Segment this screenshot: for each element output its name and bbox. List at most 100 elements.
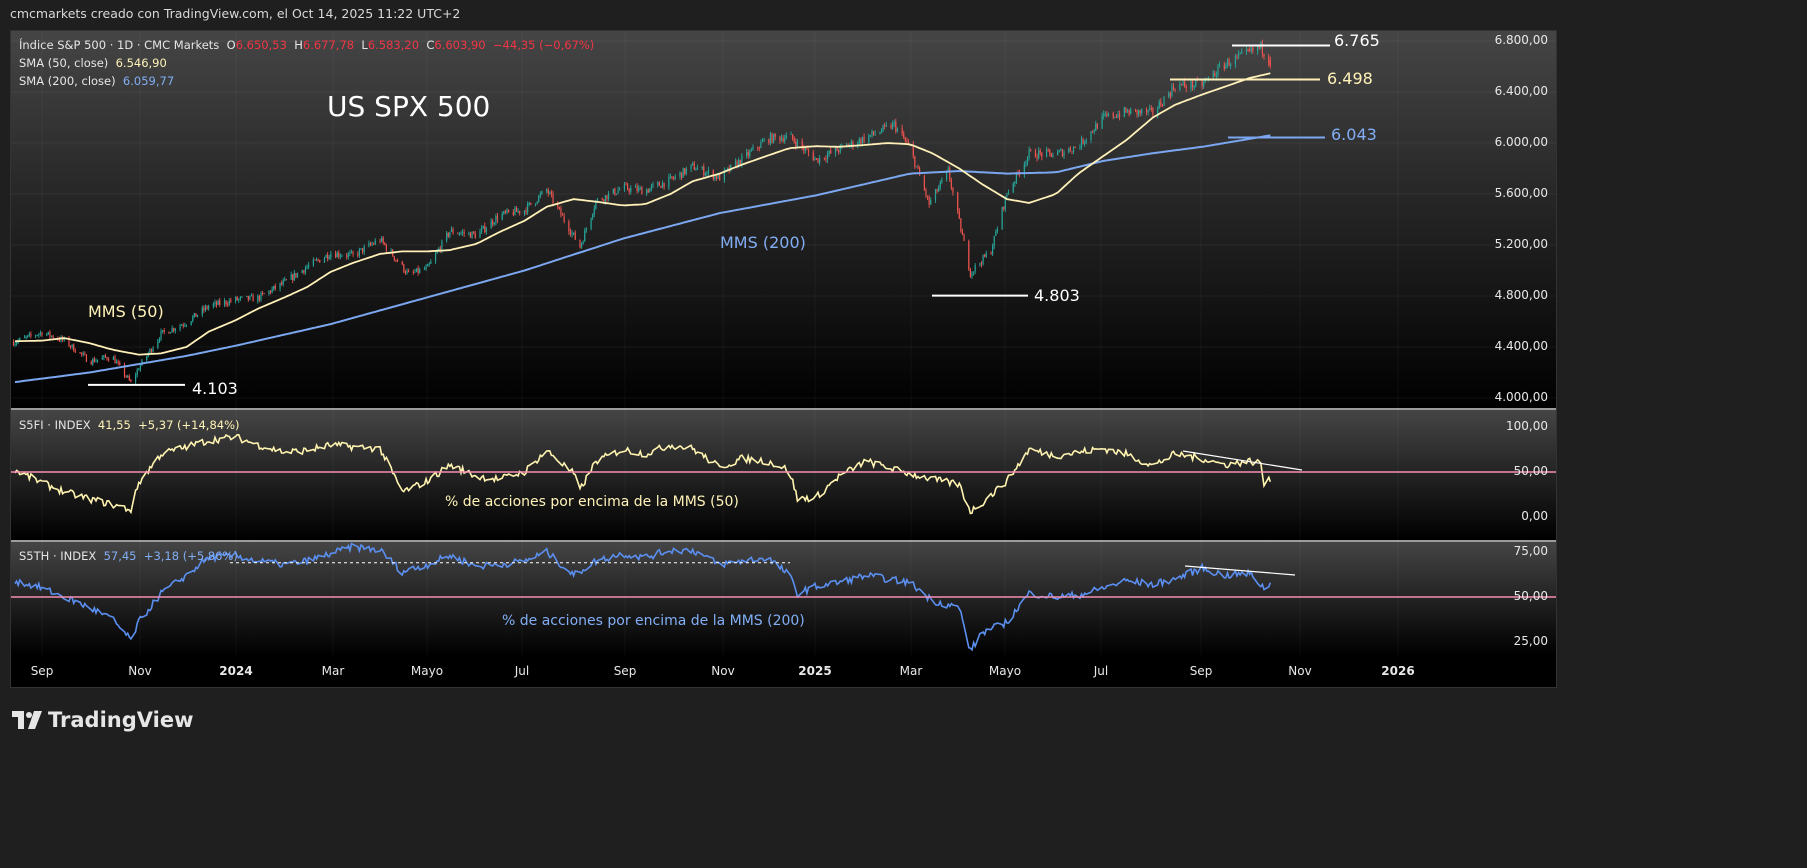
candle <box>793 136 795 144</box>
candle <box>734 158 737 167</box>
candle-body <box>1185 86 1187 89</box>
candle <box>284 276 286 282</box>
candle-body <box>612 188 614 194</box>
open-label: O <box>226 38 236 52</box>
candle-body <box>515 207 518 212</box>
candle <box>434 250 437 265</box>
candle <box>695 167 697 171</box>
sma50-legend[interactable]: SMA (50, close) 6.546,90 <box>19 56 167 70</box>
candle <box>568 219 570 235</box>
candle <box>515 206 518 212</box>
candle-body <box>249 295 251 300</box>
price-pane[interactable] <box>11 31 1556 408</box>
candle-body <box>1234 56 1237 65</box>
candle-body <box>12 341 15 346</box>
candle <box>217 299 219 306</box>
candle-body <box>514 207 516 216</box>
candle <box>1223 61 1225 72</box>
candle <box>763 137 765 142</box>
candle-body <box>736 161 738 167</box>
candle-body <box>341 255 343 257</box>
candle-body <box>923 175 925 190</box>
candle-body <box>669 176 672 178</box>
candle-body <box>584 230 586 242</box>
candle-body <box>630 187 632 192</box>
candle <box>838 149 840 155</box>
candle-body <box>271 288 273 293</box>
candle <box>561 212 564 216</box>
candle <box>215 300 218 308</box>
candle-body <box>1193 85 1195 88</box>
candle-body <box>1230 64 1232 66</box>
candle <box>825 155 827 163</box>
candle-body <box>641 187 643 195</box>
candle-body <box>452 229 454 234</box>
candle <box>168 331 170 334</box>
candle-body <box>650 185 653 189</box>
candle <box>369 241 372 246</box>
candle-body <box>858 139 860 144</box>
tradingview-logo[interactable]: TradingView <box>12 708 193 732</box>
candle-body <box>1241 51 1243 53</box>
candle <box>696 164 699 170</box>
candle <box>985 250 987 259</box>
candle-body <box>563 215 565 222</box>
candle <box>1147 109 1149 116</box>
candle-body <box>1104 114 1106 115</box>
candle-body <box>1138 110 1140 115</box>
candle-body <box>79 352 81 354</box>
candle-body <box>1045 149 1048 157</box>
candle-body <box>506 209 508 213</box>
candle-body <box>882 125 884 132</box>
sma200-legend[interactable]: SMA (200, close) 6.059,77 <box>19 74 174 88</box>
price-axis-label: 6.400,00 <box>1494 84 1548 98</box>
candle <box>128 374 130 381</box>
candle-body <box>360 248 362 250</box>
candle <box>403 263 405 274</box>
candle <box>174 327 176 334</box>
candle <box>90 360 92 365</box>
candle-body <box>1250 47 1252 51</box>
candle-body <box>968 240 970 270</box>
candle <box>468 231 470 236</box>
candle <box>52 334 54 340</box>
candle-body <box>1128 110 1130 115</box>
candle-body <box>117 361 119 363</box>
s5fi-pane[interactable] <box>11 410 1556 540</box>
candle-body <box>171 328 173 333</box>
candle-body <box>638 187 640 192</box>
candle-body <box>1158 101 1160 109</box>
candle <box>1060 147 1062 152</box>
candle <box>1245 45 1248 56</box>
candle-body <box>428 263 430 265</box>
candle-body <box>885 125 887 127</box>
candle-body <box>992 246 994 255</box>
candle <box>530 202 532 205</box>
s5th-legend[interactable]: S5TH · INDEX 57,45 +3,18 (+5,86%) <box>19 549 238 563</box>
candle-body <box>950 180 952 189</box>
candle-body <box>1247 49 1249 50</box>
candle <box>769 131 772 146</box>
candle <box>193 312 195 318</box>
candle <box>685 166 687 176</box>
candle <box>580 242 583 249</box>
candle-body <box>82 353 84 355</box>
candle-body <box>1074 146 1076 148</box>
candle <box>192 315 194 323</box>
candle <box>263 293 265 295</box>
candle <box>1239 52 1241 55</box>
candle-body <box>14 343 16 346</box>
candle-body <box>235 297 237 302</box>
time-axis-label: 2024 <box>219 664 253 678</box>
candle <box>479 228 481 238</box>
price-axis-label: 5.200,00 <box>1494 237 1548 251</box>
candle <box>482 225 484 229</box>
candle-body <box>450 229 453 232</box>
s5th-pane[interactable] <box>11 542 1556 655</box>
candle-body <box>104 355 107 358</box>
candle-body <box>460 232 462 234</box>
candle <box>395 259 397 263</box>
candle <box>895 118 897 134</box>
s5fi-legend[interactable]: S5FI · INDEX 41,55 +5,37 (+14,84%) <box>19 418 240 432</box>
